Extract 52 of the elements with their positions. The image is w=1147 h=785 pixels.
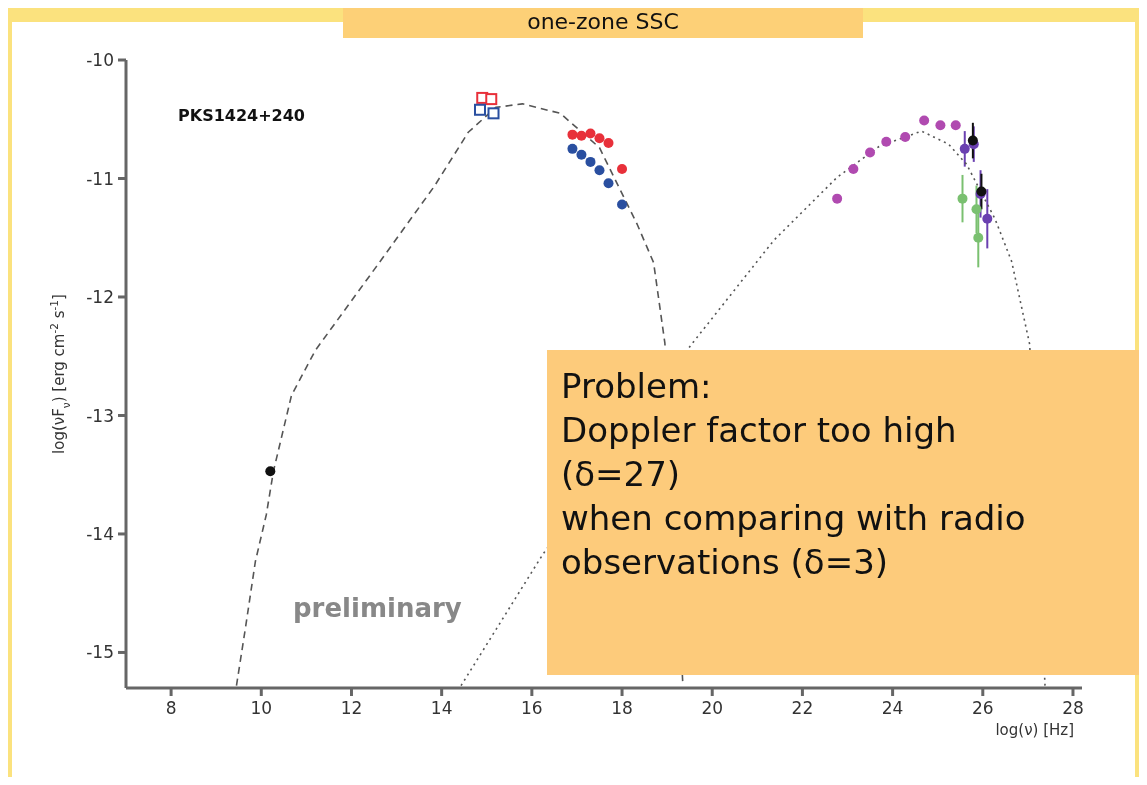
point bbox=[881, 136, 892, 147]
y-tick-label: -13 bbox=[86, 405, 114, 426]
point bbox=[848, 164, 859, 175]
y-tick-label: -12 bbox=[86, 287, 114, 308]
point bbox=[473, 103, 486, 116]
y-tick-label: -15 bbox=[86, 642, 114, 663]
point bbox=[485, 93, 498, 106]
point bbox=[603, 137, 614, 148]
point bbox=[487, 107, 500, 120]
point bbox=[576, 149, 587, 160]
point bbox=[617, 199, 628, 210]
point bbox=[594, 165, 605, 176]
point bbox=[967, 135, 978, 146]
point bbox=[265, 466, 276, 477]
point bbox=[957, 193, 968, 204]
x-axis-title: log(ν) [Hz] bbox=[995, 721, 1074, 739]
point bbox=[567, 129, 578, 140]
y-tick-label: -10 bbox=[86, 50, 114, 71]
chart-title: one-zone SSC bbox=[343, 8, 863, 38]
y-tick-label: -14 bbox=[86, 524, 114, 544]
point bbox=[567, 143, 578, 154]
x-tick-label: 18 bbox=[611, 698, 633, 719]
point bbox=[594, 133, 605, 144]
point bbox=[576, 130, 587, 141]
annotation: PKS1424+240 bbox=[178, 106, 305, 125]
point bbox=[935, 120, 946, 131]
point bbox=[982, 213, 993, 224]
x-tick-label: 28 bbox=[1062, 698, 1084, 719]
point bbox=[832, 193, 843, 204]
point bbox=[950, 120, 961, 131]
x-tick-label: 20 bbox=[701, 698, 724, 719]
x-tick-label: 14 bbox=[430, 698, 453, 719]
x-tick-label: 12 bbox=[340, 698, 363, 719]
point bbox=[959, 143, 970, 154]
x-tick-label: 24 bbox=[881, 698, 904, 719]
point bbox=[919, 115, 930, 126]
point bbox=[973, 232, 984, 243]
x-tick-label: 8 bbox=[165, 698, 177, 719]
point bbox=[617, 164, 628, 175]
x-tick-label: 16 bbox=[521, 698, 543, 719]
annotation: preliminary bbox=[293, 593, 462, 623]
y-tick-label: -11 bbox=[86, 168, 114, 189]
point bbox=[585, 156, 596, 167]
point bbox=[603, 178, 614, 189]
x-tick-label: 26 bbox=[971, 698, 994, 719]
x-tick-label: 10 bbox=[250, 698, 273, 719]
point bbox=[900, 132, 911, 143]
x-tick-label: 22 bbox=[791, 698, 814, 719]
point bbox=[971, 204, 982, 215]
point bbox=[585, 128, 596, 139]
point bbox=[865, 147, 876, 158]
annotation: Problem: Doppler factor too high (δ=27) when comparing with radio observations (δ=3) bbox=[561, 365, 1027, 584]
